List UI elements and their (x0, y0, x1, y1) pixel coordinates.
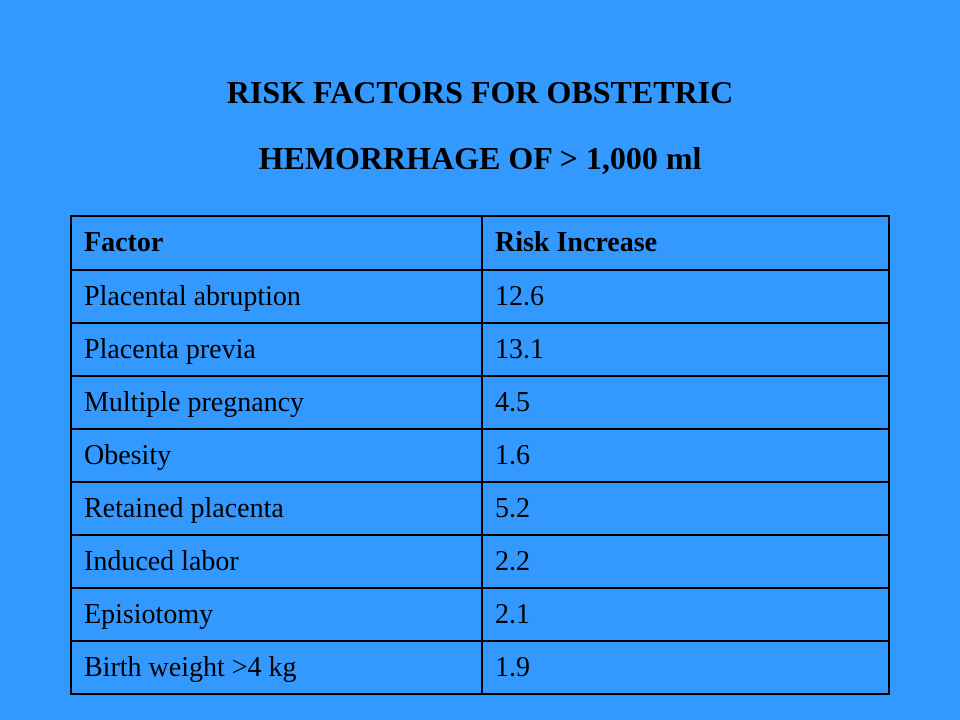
table-row: Birth weight >4 kg 1.9 (70, 640, 890, 695)
table-row: Episiotomy 2.1 (70, 587, 890, 642)
table-row: Retained placenta 5.2 (70, 481, 890, 536)
slide-title-line-2: HEMORRHAGE OF > 1,000 ml (258, 140, 702, 176)
table-row: Obesity 1.6 (70, 428, 890, 483)
risk-factors-table: Factor Risk Increase Placental abruption… (70, 215, 890, 695)
table-header-row: Factor Risk Increase (70, 215, 890, 271)
risk-increase-cell: 2.1 (481, 587, 890, 642)
risk-increase-cell: 13.1 (481, 322, 890, 377)
factor-cell: Placenta previa (70, 322, 483, 377)
risk-increase-cell: 12.6 (481, 269, 890, 324)
slide-title-line-1: RISK FACTORS FOR OBSTETRIC (226, 74, 734, 110)
factor-cell: Episiotomy (70, 587, 483, 642)
table-row: Multiple pregnancy 4.5 (70, 375, 890, 430)
risk-increase-cell: 2.2 (481, 534, 890, 589)
factor-cell: Multiple pregnancy (70, 375, 483, 430)
factor-cell: Birth weight >4 kg (70, 640, 483, 695)
risk-increase-cell: 5.2 (481, 481, 890, 536)
risk-increase-cell: 4.5 (481, 375, 890, 430)
table-row: Induced labor 2.2 (70, 534, 890, 589)
table-row: Placental abruption 12.6 (70, 269, 890, 324)
table-row: Placenta previa 13.1 (70, 322, 890, 377)
risk-increase-cell: 1.9 (481, 640, 890, 695)
factor-cell: Induced labor (70, 534, 483, 589)
column-header-risk-increase: Risk Increase (481, 215, 890, 271)
factor-cell: Placental abruption (70, 269, 483, 324)
factor-cell: Obesity (70, 428, 483, 483)
risk-increase-cell: 1.6 (481, 428, 890, 483)
column-header-factor: Factor (70, 215, 483, 271)
factor-cell: Retained placenta (70, 481, 483, 536)
